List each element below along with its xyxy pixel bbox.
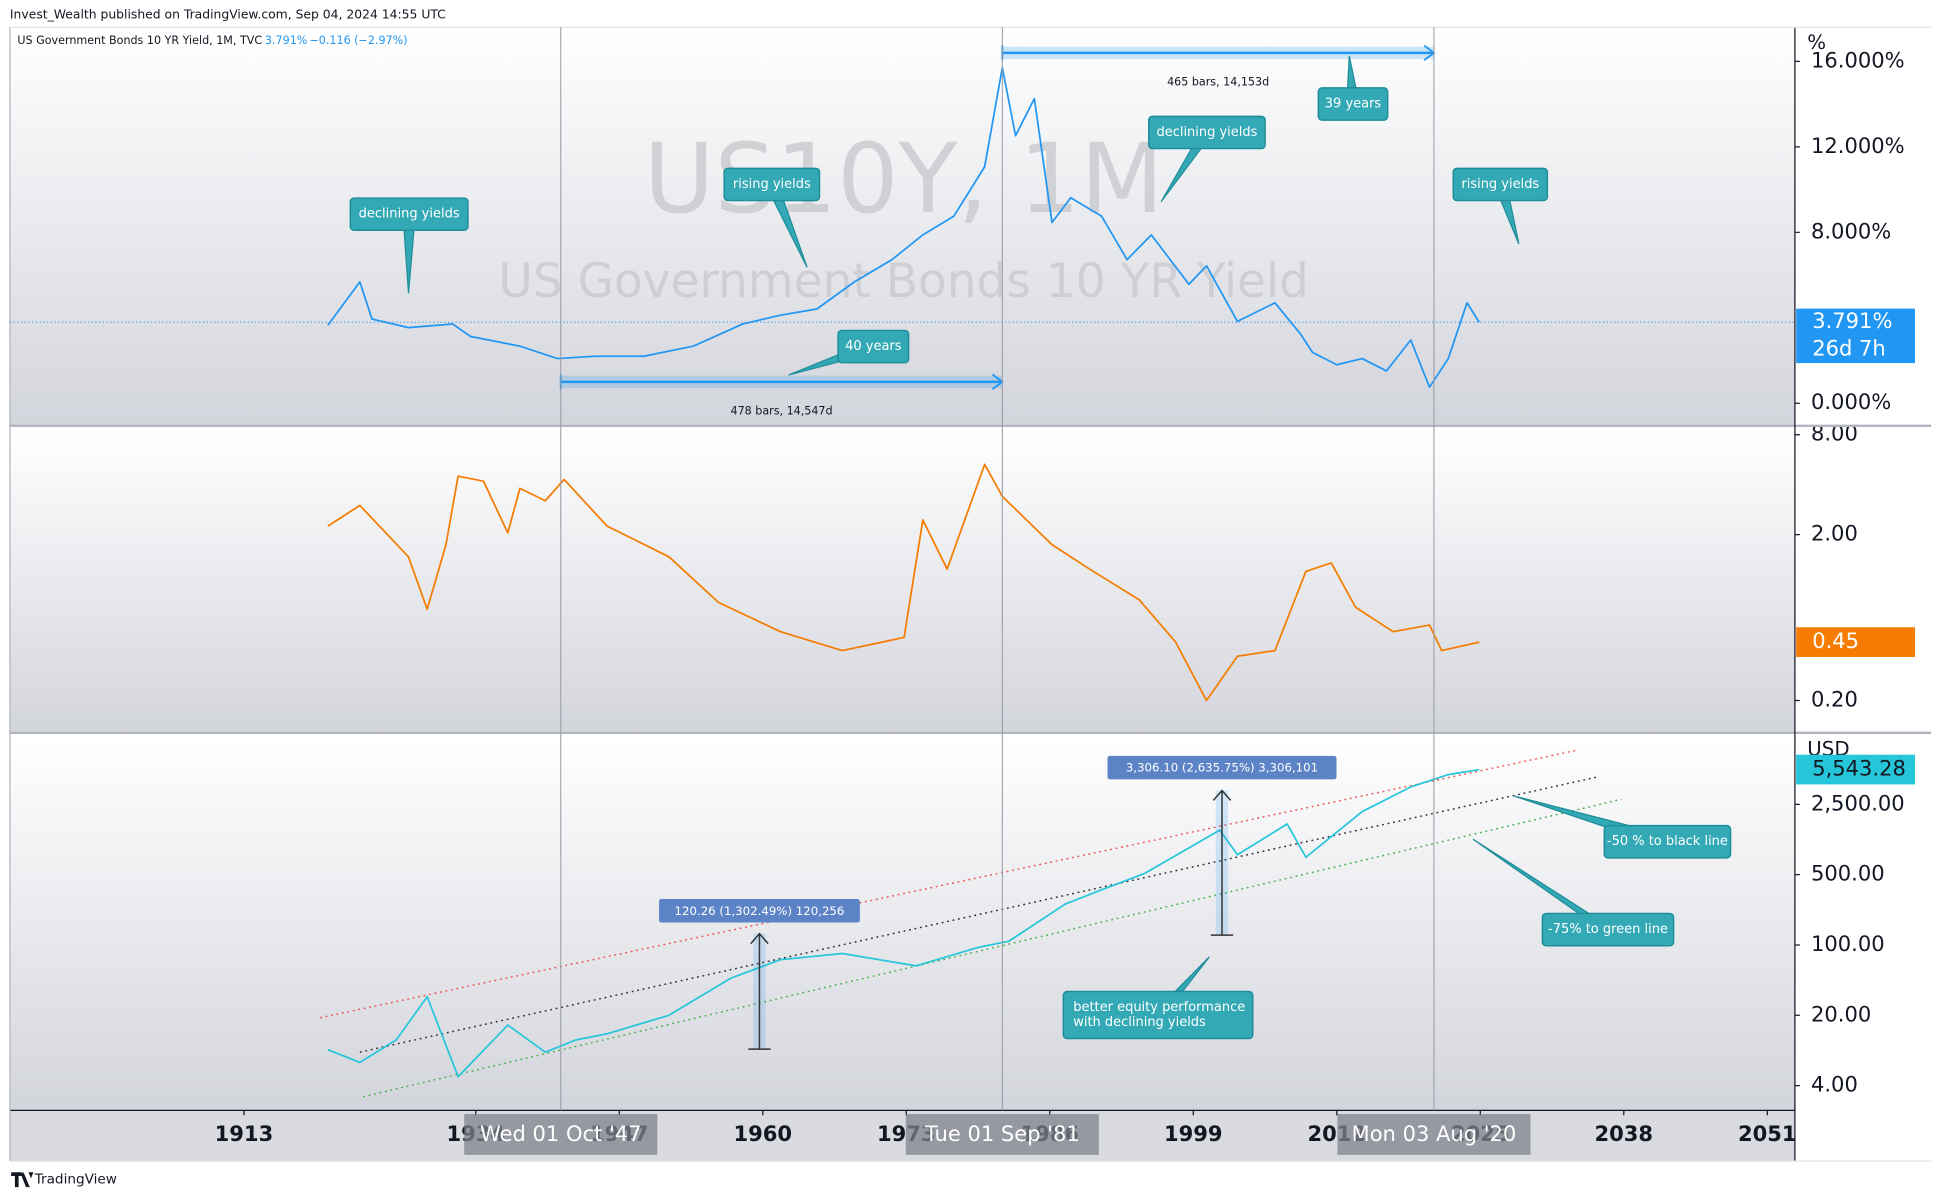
callout-box	[1148, 115, 1266, 150]
y-tick-label: 2.00	[1811, 521, 1858, 546]
y-tick-label: 12.000%	[1811, 133, 1905, 158]
measure-arrowhead	[750, 932, 769, 945]
trend-line	[363, 798, 1622, 1098]
callout-text: rising yields	[733, 177, 811, 192]
callout-text: better equity performance	[1073, 1000, 1245, 1015]
y-tick-label: 0.20	[1811, 687, 1858, 712]
legend-change: −0.116 (−2.97%)	[309, 34, 407, 47]
callout-text: -50 % to black line	[1607, 834, 1728, 849]
crosshair-label-box	[1337, 1114, 1531, 1155]
callout-text: -75% to green line	[1548, 922, 1668, 937]
y-tick-label: 100.00	[1811, 931, 1885, 956]
last-value-label: 5,543.28	[1812, 756, 1906, 781]
callout-text: 39 years	[1325, 96, 1382, 111]
plot-area	[327, 463, 1480, 702]
callout-text: rising yields	[1461, 177, 1539, 192]
price-axis: 0.20 2.00 8.00	[1794, 421, 1858, 712]
crosshair-label: Mon 03 Aug '20	[1352, 1121, 1517, 1146]
y-tick-label: 4.00	[1811, 1072, 1858, 1097]
crosshair-label-box	[905, 1114, 1099, 1155]
measure-label: 120.26 (1,302.49%) 120,256	[675, 904, 845, 918]
legend-last: 3.791%	[265, 34, 307, 47]
callout-text: 40 years	[845, 339, 902, 354]
callout-box	[1062, 990, 1254, 1040]
last-value-label: 3.791%	[1812, 308, 1892, 333]
price-axis: 4.00 20.00 100.00 500.00 2,500.00	[1794, 790, 1905, 1097]
brand-name: TradingView	[34, 1172, 117, 1188]
range-label: 478 bars, 14,547d	[730, 405, 832, 418]
brand-logo	[11, 1172, 34, 1188]
callout-box	[837, 329, 910, 364]
y-tick-label: 500.00	[1811, 861, 1885, 886]
callout-text: declining yields	[1156, 125, 1257, 140]
y-tick-label: 2,500.00	[1811, 790, 1905, 815]
callout-box	[1541, 912, 1675, 947]
callout-box	[1603, 824, 1732, 859]
callout-box	[1452, 167, 1549, 202]
range-label: 465 bars, 14,153d	[1167, 76, 1269, 89]
x-tick-label: 2051	[1738, 1121, 1797, 1146]
callout-box	[723, 167, 821, 202]
y-tick-label: 8.000%	[1811, 218, 1891, 243]
publish-note: Invest_Wealth published on TradingView.c…	[10, 7, 446, 21]
series-line	[327, 768, 1480, 1078]
callout-text: declining yields	[359, 207, 460, 222]
measure-arrowhead	[1212, 789, 1232, 801]
x-tick-label: 1960	[734, 1121, 793, 1146]
price-axis: 0.000% 8.000% 12.000% 16.000%	[1794, 47, 1905, 414]
measure-label-box	[1107, 755, 1337, 780]
y-tick-label: 16.000%	[1811, 47, 1905, 72]
countdown: 26d 7h	[1812, 335, 1886, 360]
pane-background	[9, 734, 1795, 1111]
measure-label: 3,306.10 (2,635.75%) 3,306,101	[1126, 761, 1318, 775]
legend-title: US Government Bonds 10 YR Yield, 1M, TVC	[17, 34, 262, 47]
crosshair-label: Tue 01 Sep '81	[924, 1121, 1080, 1146]
callout-box	[1317, 87, 1389, 121]
plot-layer: US10Y, 1M US Government Bonds 10 YR Yield…	[9, 27, 1915, 1155]
y-tick-label: 20.00	[1811, 1001, 1871, 1026]
pane-background	[9, 427, 1795, 732]
x-tick-label: 2038	[1595, 1121, 1654, 1146]
crosshair-label-box	[464, 1114, 658, 1155]
plot-area: 120.26 (1,302.49%) 120,256 3,306.10 (2,63…	[319, 749, 1622, 1098]
series-line	[327, 66, 1480, 389]
last-value-box	[1796, 754, 1915, 785]
y-tick-label: 0.000%	[1811, 389, 1891, 414]
x-tick-label: 1999	[1164, 1121, 1223, 1146]
callout-box	[349, 197, 469, 231]
callout-text: with declining yields	[1073, 1015, 1206, 1030]
x-tick-label: 1913	[215, 1121, 274, 1146]
y-tick-label: 8.00	[1811, 421, 1858, 446]
measure-label-box	[659, 899, 860, 923]
axis-unit: %	[1807, 31, 1826, 54]
last-value-box	[1796, 627, 1915, 657]
last-value-label: 0.45	[1812, 628, 1859, 653]
last-value-box	[1796, 308, 1915, 364]
series-line	[327, 463, 1480, 702]
crosshair-label: Wed 01 Oct '47	[480, 1121, 642, 1146]
watermark-symbol: US10Y, 1M	[644, 122, 1164, 235]
